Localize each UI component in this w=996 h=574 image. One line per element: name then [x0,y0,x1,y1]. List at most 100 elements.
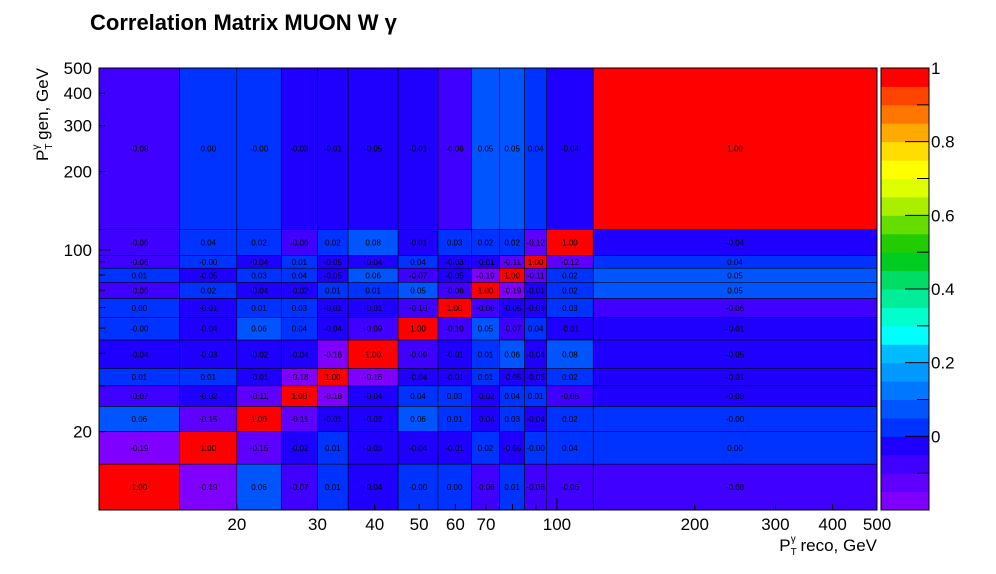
cell-value-label: -0.07 [290,483,309,492]
cell-value-label: -0.12 [527,238,546,247]
cell-value-label: 0.05 [727,286,743,295]
cell-value-label: -0.01 [250,373,269,382]
cell-value-label: 0.03 [251,271,267,280]
cell-value-label: -0.03 [726,392,745,401]
cell-value-label: 0.04 [200,238,216,247]
x-tick-label: 70 [477,515,496,534]
heatmap-cell [317,431,349,465]
cell-value-label: -0.02 [250,350,269,359]
cell-value-label: 0.03 [562,304,578,313]
axes: 20 30 40 50 60 70 100 200 300 400 500 20 100 200 300 40… [31,59,891,558]
cell-value-label: -0.06 [476,483,495,492]
heatmap-cell [280,67,318,230]
cell-value-label: -0.01 [446,444,465,453]
cell-value-label: -0.05 [199,271,218,280]
cell-value-label: 0.06 [504,350,520,359]
cell-value-label: -0.11 [250,392,268,401]
cell-value-label: 1.00 [447,304,463,313]
cell-value-label: -0.01 [324,415,343,424]
cell-value-label: -0.05 [503,444,522,453]
cell-value-label: -0.05 [726,350,745,359]
x-axis-title: PTγ reco, GeV [779,534,877,558]
cell-value-label: -0.11 [503,258,521,267]
cell-value-label: 0.00 [132,304,148,313]
cell-value-label: -0.00 [726,415,745,424]
heatmap-cell [397,406,439,432]
cell-value-label: 1.00 [528,258,544,267]
heatmap-cell [98,67,180,230]
cell-value-label: -0.04 [364,392,383,401]
heatmap-cell [347,339,399,369]
colorbar-segment [881,215,929,235]
cell-value-label: -0.04 [250,286,269,295]
heatmap-cell [317,339,349,369]
cell-value-label: 0.06 [365,271,381,280]
colorbar-tick-label: 0.8 [931,133,955,152]
cell-value-label: -0.12 [561,258,580,267]
x-tick-label: 20 [227,515,246,534]
colorbar-segment [881,325,929,345]
cell-value-label: -0.19 [476,271,495,280]
cell-value-label: 0.06 [132,415,148,424]
cell-value-label: 1.00 [365,350,381,359]
cell-value-label: -0.05 [324,258,343,267]
cell-value-label: 0.01 [132,373,148,382]
cell-value-label: -0.06 [726,304,745,313]
heatmap-cell [280,339,318,369]
heatmap-cell [236,431,282,465]
heatmap-cell [317,463,349,511]
cell-value-label: -0.07 [503,325,522,334]
cell-value-label: -0.01 [726,325,745,334]
cell-value-label: -0.09 [364,325,383,334]
cell-value-label: -0.02 [199,392,218,401]
cell-value-label: -0.04 [527,415,546,424]
cell-value-label: -0.09 [409,350,428,359]
heatmap-cell [179,228,238,256]
cell-value-label: 0.06 [410,415,426,424]
cell-value-label: 0.01 [325,483,341,492]
colorbar-segment [881,196,929,216]
cell-value-label: -0.01 [409,145,428,154]
cell-value-label: 0.01 [292,258,308,267]
cell-value-label: 0.02 [478,238,494,247]
x-tick-label: 60 [446,515,465,534]
heatmap-cell [471,67,500,230]
colorbar-segment [881,307,929,327]
cell-value-label: -0.10 [446,325,465,334]
x-tick-label: 500 [863,515,891,534]
colorbar-segment [881,344,929,364]
heatmap-cell [236,463,282,511]
cell-value-label: -0.06 [561,392,580,401]
heatmap-cell [471,339,500,369]
cell-value-label: -0.04 [561,145,580,154]
cell-value-label: -0.06 [130,258,149,267]
cell-value-label: -0.01 [364,304,383,313]
cell-value-label: -0.05 [324,271,343,280]
heatmap-cell [592,228,878,256]
cell-value-label: 0.04 [562,444,578,453]
cell-value-label: 1.00 [478,286,494,295]
cell-value-label: -0.05 [527,373,546,382]
colorbar-segment [881,417,929,437]
heatmap-cell [437,406,472,432]
cell-value-label: -0.06 [446,145,465,154]
heatmap-cell [592,67,878,230]
cell-value-label: 0.04 [410,392,426,401]
cell-value-label: -0.01 [199,304,218,313]
cell-value-label: -0.19 [130,444,149,453]
cell-value-label: 0.03 [447,392,463,401]
cell-value-label: 0.01 [478,350,494,359]
heatmap-cell [437,463,472,511]
cell-value-label: -0.08 [726,483,745,492]
heatmap-cell [592,463,878,511]
x-tick-label: 100 [543,515,571,534]
cell-value-label: 1.00 [251,415,267,424]
cell-value-label: 0.01 [365,286,381,295]
colorbar-segment [881,270,929,290]
cell-value-label: -0.06 [130,238,149,247]
heatmap-cell [179,431,238,465]
heatmap-cell [347,463,399,511]
cell-value-label: 0.08 [365,238,381,247]
colorbar-segment [881,141,929,161]
colorbar: 0 0.2 0.4 0.6 0.8 1 [880,59,955,511]
